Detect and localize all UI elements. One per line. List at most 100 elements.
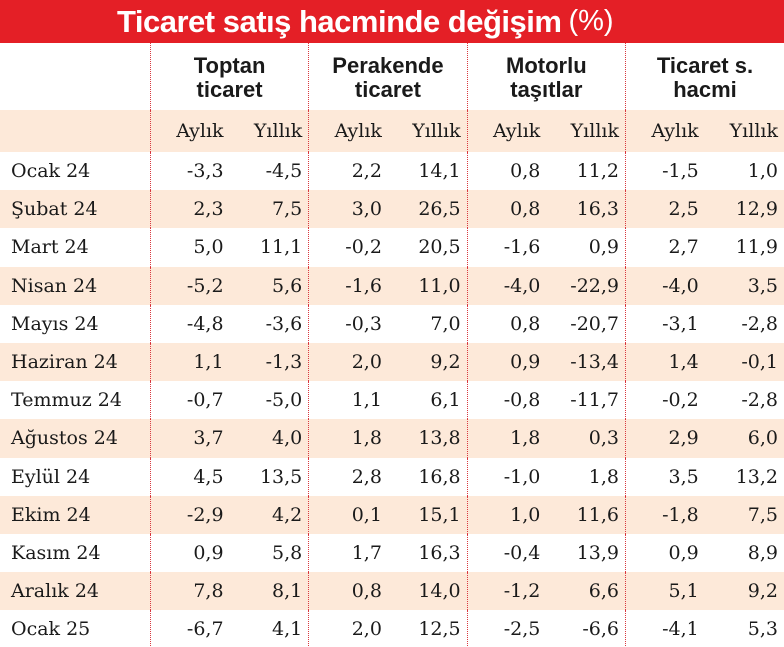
group-header-row: Toptan ticaret Perakende ticaret Motorlu… [0, 43, 784, 110]
sub-header-monthly: Aylık [308, 110, 388, 152]
monthly-value-cell: -0,4 [466, 533, 547, 573]
month-cell: Şubat 24 [0, 190, 151, 229]
table-row: Aralık 24 7,8 8,1 0,8 14,0 -1,2 6,6 5,1 9,2 [0, 572, 784, 611]
yearly-value-cell: 26,5 [387, 190, 468, 229]
corner-cell [0, 43, 151, 110]
table-row: Şubat 24 2,3 7,5 3,0 26,5 0,8 16,3 2,5 12,9 [0, 190, 784, 229]
group-header-line1: Ticaret s. [656, 53, 754, 78]
yearly-value-cell: 11,0 [387, 266, 468, 305]
month-cell: Eylül 24 [11, 465, 91, 488]
sub-header-monthly: Aylık [466, 110, 547, 152]
yearly-value-cell: -11,7 [570, 389, 620, 412]
group-header-line2: ticaret [196, 77, 263, 102]
monthly-value-cell: 2,3 [149, 190, 230, 229]
monthly-value-cell: -1,0 [466, 457, 547, 496]
yearly-value-cell: 14,0 [387, 572, 468, 611]
yearly-value-cell: 8,9 [747, 541, 778, 564]
monthly-value-cell: 4,5 [149, 457, 230, 496]
monthly-value-cell: 0,9 [625, 533, 705, 573]
sub-header-yearly: Yıllık [546, 110, 626, 152]
yearly-value-cell: 16,3 [418, 541, 461, 564]
monthly-value-cell: -4,0 [625, 266, 705, 305]
yearly-value-cell: 3,5 [704, 266, 784, 305]
yearly-value-cell: -4,5 [265, 160, 303, 183]
monthly-value-cell: 5,0 [149, 228, 230, 267]
month-cell: Ocak 24 [11, 160, 91, 183]
yearly-value-cell: 4,0 [229, 419, 309, 458]
table-title: Ticaret satış hacminde değişim [117, 3, 562, 39]
sub-header-row: Aylık Yıllık Aylık Yıllık Aylık Yıllık A… [0, 110, 784, 152]
yearly-value-cell: 7,0 [430, 312, 461, 335]
group-header-trade-volume: Ticaret s. hacmi [625, 43, 784, 110]
monthly-value-cell: -0,2 [625, 381, 705, 420]
yearly-value-cell: 11,6 [546, 495, 626, 534]
monthly-value-cell: 2,8 [308, 457, 388, 496]
monthly-value-cell: -3,1 [625, 304, 705, 343]
monthly-value-cell: -0,7 [149, 381, 230, 420]
month-cell: Mart 24 [11, 236, 89, 259]
month-cell: Ağustos 24 [0, 419, 151, 458]
month-cell: Nisan 24 [0, 266, 151, 305]
group-header-line1: Perakende [332, 53, 444, 78]
yearly-value-cell: 5,8 [272, 541, 303, 564]
yearly-value-cell: -13,4 [546, 342, 626, 382]
sub-header-monthly: Aylık [149, 110, 230, 152]
monthly-value-cell: 5,1 [625, 572, 705, 611]
group-header-line2: ticaret [354, 77, 421, 102]
yearly-value-cell: 20,5 [418, 236, 461, 259]
table-row: Temmuz 24 -0,7 -5,0 1,1 6,1 -0,8 -11,7 -0,2 -2,8 [0, 381, 784, 420]
month-cell: Aralık 24 [0, 572, 151, 611]
month-cell: Temmuz 24 [11, 389, 122, 412]
monthly-value-cell: -1,6 [308, 266, 388, 305]
yearly-value-cell: 8,1 [229, 572, 309, 611]
yearly-value-cell: 1,0 [747, 160, 778, 183]
yearly-value-cell: 5,3 [747, 618, 778, 641]
yearly-value-cell: -2,8 [741, 312, 778, 335]
table-row: Mart 24 5,0 11,1 -0,2 20,5 -1,6 0,9 2,7 11,9 [0, 228, 784, 267]
monthly-value-cell: -4,0 [466, 266, 547, 305]
monthly-value-cell: 2,7 [625, 228, 705, 267]
monthly-value-cell: 2,9 [625, 419, 705, 458]
group-header-retail: Perakende ticaret [308, 43, 468, 110]
monthly-value-cell: 1,8 [466, 419, 547, 458]
yearly-value-cell: 0,9 [588, 236, 620, 259]
group-header-line1: Motorlu [506, 53, 587, 78]
monthly-value-cell: -3,3 [149, 152, 230, 191]
group-header-motor-vehicles: Motorlu taşıtlar [466, 43, 626, 110]
yearly-value-cell: -0,1 [704, 342, 784, 382]
monthly-value-cell: 3,0 [308, 190, 388, 229]
monthly-value-cell: 2,0 [308, 342, 388, 382]
monthly-value-cell: 0,8 [466, 152, 547, 191]
monthly-value-cell: 1,1 [308, 381, 388, 420]
month-cell: Haziran 24 [0, 342, 151, 382]
monthly-value-cell: -2,9 [149, 495, 230, 534]
monthly-value-cell: 0,8 [466, 190, 547, 229]
monthly-value-cell: 2,0 [308, 610, 388, 647]
monthly-value-cell: 1,4 [625, 342, 705, 382]
sub-header-yearly: Yıllık [229, 110, 309, 152]
monthly-value-cell: -4,8 [149, 304, 230, 343]
yearly-value-cell: 13,2 [735, 465, 778, 488]
monthly-value-cell: -0,3 [308, 304, 388, 343]
monthly-value-cell: 0,8 [466, 304, 547, 343]
table-row: Mayıs 24 -4,8 -3,6 -0,3 7,0 0,8 -20,7 -3,1 -2,8 [0, 304, 784, 343]
yearly-value-cell: -1,3 [229, 342, 309, 382]
yearly-value-cell: 14,1 [418, 160, 461, 183]
month-cell: Ocak 25 [11, 618, 91, 641]
table-row: Haziran 24 1,1 -1,3 2,0 9,2 0,9 -13,4 1,4 -0,1 [0, 342, 784, 382]
yearly-value-cell: -6,6 [582, 618, 620, 641]
monthly-value-cell: 0,9 [466, 342, 547, 382]
group-header-line2: hacmi [673, 77, 737, 102]
yearly-value-cell: 7,5 [704, 495, 784, 534]
monthly-value-cell: 3,5 [625, 457, 705, 496]
table-row: Kasım 24 0,9 5,8 1,7 16,3 -0,4 13,9 0,9 8,9 [0, 533, 784, 573]
monthly-value-cell: 1,0 [466, 495, 547, 534]
monthly-value-cell: -0,8 [466, 381, 547, 420]
monthly-value-cell: 2,2 [308, 152, 388, 191]
yearly-value-cell: 12,5 [418, 618, 461, 641]
yearly-value-cell: -20,7 [570, 312, 620, 335]
table-row: Ocak 24 -3,3 -4,5 2,2 14,1 0,8 11,2 -1,5 1,0 [0, 152, 784, 191]
month-cell: Mayıs 24 [11, 312, 99, 335]
monthly-value-cell: -2,5 [466, 610, 547, 647]
table-body: Ocak 24 -3,3 -4,5 2,2 14,1 0,8 11,2 -1,5 1,0 Şuba… [0, 152, 784, 647]
